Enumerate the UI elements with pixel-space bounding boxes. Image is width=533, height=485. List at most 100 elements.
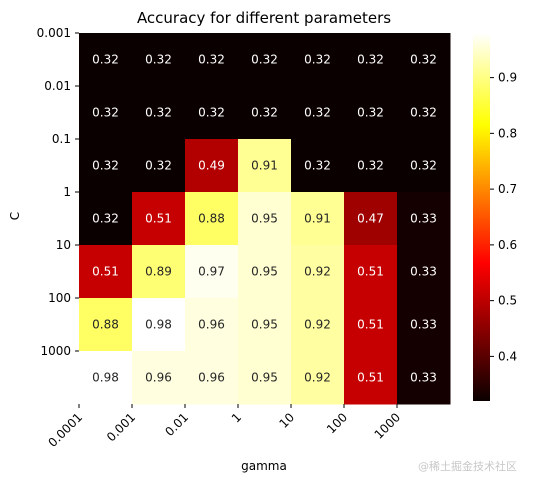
heatmap-cell	[397, 139, 451, 193]
colorbar-tick-label: 0.7	[498, 182, 517, 196]
heatmap-cell	[185, 192, 239, 246]
cell-value-label: 0.32	[145, 159, 172, 173]
heatmap-cell	[79, 298, 133, 352]
y-tick-label: 0.1	[52, 132, 71, 146]
cell-value-label: 0.32	[304, 159, 331, 173]
heatmap-cell	[344, 298, 398, 352]
heatmap-cell	[397, 245, 451, 299]
cell-value-label: 0.89	[145, 265, 172, 279]
cell-value-label: 0.32	[92, 212, 119, 226]
x-tick-label: 0.0001	[46, 410, 86, 450]
cell-value-label: 0.51	[357, 318, 384, 332]
heatmap-cell	[344, 245, 398, 299]
cell-value-label: 0.96	[198, 371, 225, 385]
cell-value-label: 0.97	[198, 265, 225, 279]
x-tick-label: 1000	[372, 410, 403, 441]
cell-value-label: 0.51	[357, 265, 384, 279]
colorbar-tick-label: 0.9	[498, 71, 517, 85]
heatmap-cell	[238, 192, 292, 246]
heatmap-cell	[185, 33, 239, 87]
heatmap-cell	[185, 86, 239, 140]
cell-value-label: 0.95	[251, 371, 278, 385]
heatmap-cell	[238, 33, 292, 87]
cell-value-label: 0.32	[145, 53, 172, 67]
heatmap-cell	[397, 192, 451, 246]
y-tick-label: 1000	[40, 344, 71, 358]
y-tick-label: 0.001	[37, 26, 71, 40]
heatmap-cell	[132, 298, 186, 352]
heatmap-cell	[79, 139, 133, 193]
colorbar-tick-label: 0.6	[498, 238, 517, 252]
x-axis-ticks: 0.0001 0.001 0.01 1 10 100 1000	[46, 404, 403, 450]
heatmap-cells	[79, 33, 451, 405]
colorbar-tick-label: 0.4	[498, 349, 517, 363]
cell-value-label: 0.32	[410, 53, 437, 67]
heatmap-cell	[397, 33, 451, 87]
cell-value-label: 0.49	[198, 159, 225, 173]
cell-value-label: 0.32	[92, 53, 119, 67]
cell-value-label: 0.32	[304, 53, 331, 67]
cell-value-label: 0.96	[198, 318, 225, 332]
heatmap-cell	[185, 245, 239, 299]
cell-value-label: 0.91	[304, 212, 331, 226]
x-tick-label: 0.01	[162, 410, 191, 439]
heatmap-cell	[291, 298, 345, 352]
heatmap-cell	[397, 298, 451, 352]
y-tick-label: 10	[56, 238, 71, 252]
heatmap-cell	[238, 298, 292, 352]
cell-value-label: 0.32	[145, 106, 172, 120]
cell-value-label: 0.32	[410, 106, 437, 120]
heatmap-cell	[238, 351, 292, 405]
heatmap-cell	[132, 33, 186, 87]
cell-value-label: 0.32	[410, 159, 437, 173]
heatmap-cell	[79, 245, 133, 299]
colorbar-tick-label: 0.8	[498, 126, 517, 140]
heatmap-cell	[291, 351, 345, 405]
cell-value-label: 0.95	[251, 212, 278, 226]
heatmap-cell	[132, 245, 186, 299]
heatmap-cell	[291, 86, 345, 140]
heatmap-cell	[291, 245, 345, 299]
heatmap-cell	[238, 245, 292, 299]
cell-value-label: 0.32	[357, 159, 384, 173]
heatmap-cell	[397, 86, 451, 140]
y-tick-label: 0.01	[44, 79, 71, 93]
cell-value-label: 0.98	[92, 371, 119, 385]
heatmap-cell	[79, 192, 133, 246]
cell-value-label: 0.51	[357, 371, 384, 385]
cell-value-label: 0.32	[304, 106, 331, 120]
cell-value-label: 0.51	[92, 265, 119, 279]
cell-value-label: 0.88	[198, 212, 225, 226]
cell-value-label: 0.92	[304, 318, 331, 332]
cell-value-label: 0.33	[410, 265, 437, 279]
cell-value-label: 0.33	[410, 318, 437, 332]
cell-value-label: 0.32	[198, 53, 225, 67]
heatmap-cell	[291, 139, 345, 193]
cell-value-label: 0.32	[251, 106, 278, 120]
y-axis-label: C	[8, 212, 22, 220]
x-tick-label: 100	[324, 410, 350, 436]
cell-value-label: 0.33	[410, 371, 437, 385]
heatmap-cell	[238, 86, 292, 140]
heatmap-cell	[132, 139, 186, 193]
cell-value-label: 0.95	[251, 265, 278, 279]
cell-value-label: 0.47	[357, 212, 384, 226]
cell-value-label: 0.98	[145, 318, 172, 332]
heatmap-cell	[185, 298, 239, 352]
cell-value-label: 0.92	[304, 371, 331, 385]
y-axis-ticks: 0.001 0.01 0.1 1 10 100 1000	[37, 26, 79, 358]
heatmap-cell-labels: 0.32 0.32 0.32 0.32 0.32 0.32 0.32 0.32 0.32 0.32…	[92, 53, 437, 385]
cell-value-label: 0.32	[251, 53, 278, 67]
x-tick-label: 0.001	[104, 410, 138, 444]
heatmap-cell	[344, 139, 398, 193]
x-axis-label: gamma	[241, 459, 287, 473]
x-tick-label: 1	[229, 410, 244, 425]
heatmap-cell	[344, 86, 398, 140]
heatmap-cell	[238, 139, 292, 193]
cell-value-label: 0.95	[251, 318, 278, 332]
colorbar-tick-label: 0.5	[498, 294, 517, 308]
cell-value-label: 0.88	[92, 318, 119, 332]
cell-value-label: 0.51	[145, 212, 172, 226]
